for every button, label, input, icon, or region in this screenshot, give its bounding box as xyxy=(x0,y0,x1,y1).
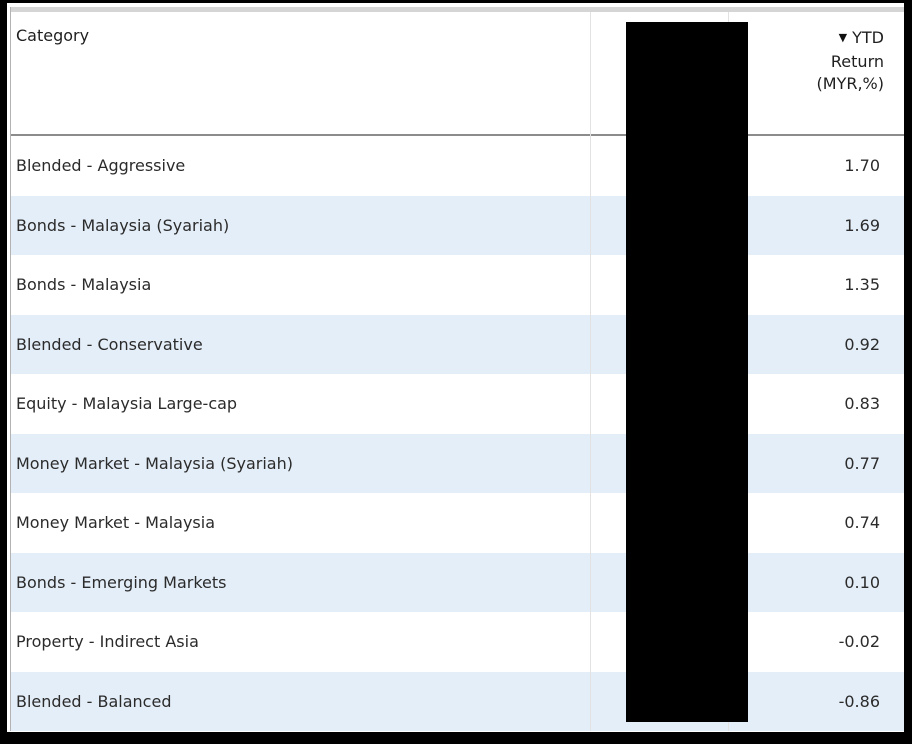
ytd-return-header-label: YTD Return (MYR,%) xyxy=(816,28,884,93)
table-row: Blended - Balanced -0.86 xyxy=(11,671,904,731)
ytd-return-cell: 0.92 xyxy=(844,334,880,354)
category-cell: Bonds - Emerging Markets xyxy=(16,572,227,592)
table-header-row: Category ▼ YTD Return (MYR,%) xyxy=(11,12,904,136)
ytd-return-cell: -0.86 xyxy=(838,691,880,711)
table-row: Money Market - Malaysia (Syariah) 0.77 xyxy=(11,433,904,493)
category-cell: Money Market - Malaysia xyxy=(16,513,215,533)
table-row: Equity - Malaysia Large-cap 0.83 xyxy=(11,374,904,434)
category-cell: Money Market - Malaysia (Syariah) xyxy=(16,453,293,473)
sort-descending-icon: ▼ xyxy=(838,31,848,44)
ytd-return-cell: 0.83 xyxy=(844,394,880,414)
category-cell: Equity - Malaysia Large-cap xyxy=(16,394,238,414)
ytd-return-cell: 0.77 xyxy=(844,453,880,473)
category-cell: Blended - Balanced xyxy=(16,691,172,711)
column-separator xyxy=(590,12,591,731)
table-row: Money Market - Malaysia 0.74 xyxy=(11,493,904,553)
redaction-box xyxy=(626,22,748,722)
table-top-border xyxy=(11,7,904,12)
category-column-header[interactable]: Category xyxy=(16,26,90,45)
table-row: Property - Indirect Asia -0.02 xyxy=(11,612,904,672)
category-cell: Blended - Aggressive xyxy=(16,156,186,176)
ytd-return-cell: -0.02 xyxy=(838,632,880,652)
table-row: Blended - Aggressive 1.70 xyxy=(11,136,904,196)
category-cell: Blended - Conservative xyxy=(16,334,203,354)
table-row: Blended - Conservative 0.92 xyxy=(11,314,904,374)
ytd-return-cell: 0.10 xyxy=(844,572,880,592)
category-returns-table: Category ▼ YTD Return (MYR,%) Blended - A… xyxy=(10,7,904,731)
ytd-return-cell: 0.74 xyxy=(844,513,880,533)
ytd-return-column-header[interactable]: ▼ YTD Return (MYR,%) xyxy=(817,12,904,134)
table-surface: Category ▼ YTD Return (MYR,%) Blended - A… xyxy=(7,3,904,732)
table-row: Bonds - Malaysia 1.35 xyxy=(11,255,904,315)
ytd-return-cell: 1.69 xyxy=(844,215,880,235)
table-body: Blended - Aggressive 1.70 Bonds - Malays… xyxy=(11,136,904,731)
category-cell: Property - Indirect Asia xyxy=(16,632,199,652)
table-row: Bonds - Malaysia (Syariah) 1.69 xyxy=(11,195,904,255)
ytd-return-cell: 1.70 xyxy=(844,156,880,176)
table-row: Bonds - Emerging Markets 0.10 xyxy=(11,552,904,612)
ytd-return-cell: 1.35 xyxy=(844,275,880,295)
category-cell: Bonds - Malaysia xyxy=(16,275,152,295)
category-cell: Bonds - Malaysia (Syariah) xyxy=(16,215,230,235)
